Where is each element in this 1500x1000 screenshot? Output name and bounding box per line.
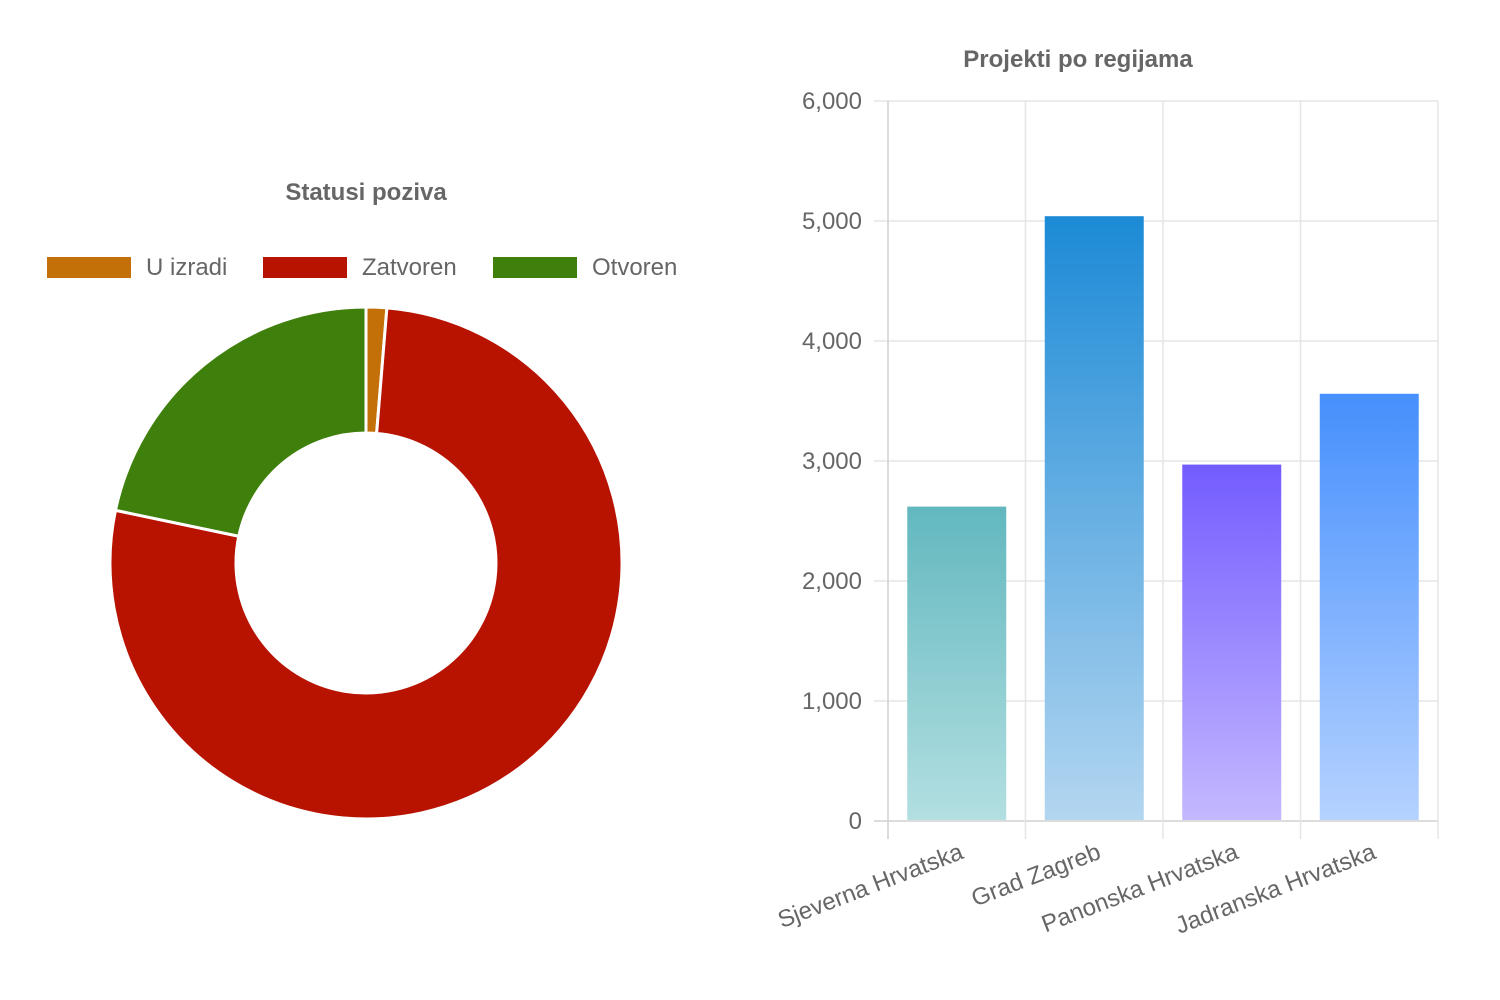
legend-label-otvoren[interactable]: Otvoren [592,254,677,281]
y-tick-label: 0 [849,808,862,835]
legend-swatch-u-izradi[interactable] [47,257,131,278]
y-tick-label: 6,000 [802,88,862,115]
y-tick-label: 3,000 [802,448,862,475]
y-axis-ticks: 0 1,000 2,000 3,000 4,000 5,000 6,000 [802,88,862,835]
legend-label-zatvoren[interactable]: Zatvoren [362,254,457,281]
bar-title: Projekti po regijama [963,46,1193,73]
x-tick-label-sjeverna-hrvatska: Sjeverna Hrvatska [774,838,967,934]
legend-swatch-otvoren[interactable] [493,257,577,278]
y-tick-label: 4,000 [802,328,862,355]
doughnut-title: Statusi poziva [285,179,447,206]
doughnut-slices [108,305,624,821]
bar-jadranska-hrvatska[interactable] [1319,393,1419,820]
y-tick-label: 2,000 [802,568,862,595]
doughnut-slice-otvoren[interactable] [113,305,368,539]
doughnut-chart: Statusi poziva U izradi Zatvoren Otvoren [47,179,677,821]
bar-grad-zagreb[interactable] [1044,216,1144,820]
doughnut-slice-zatvoren[interactable] [108,306,624,821]
y-tick-label: 1,000 [802,688,862,715]
doughnut-legend: U izradi Zatvoren Otvoren [47,254,677,281]
bar-sjeverna-hrvatska[interactable] [907,506,1007,820]
legend-label-u-izradi[interactable]: U izradi [146,254,227,281]
bar-panonska-hrvatska[interactable] [1182,464,1282,820]
bar-series [907,216,1419,820]
bar-chart: Projekti po regijama 0 1,000 2,000 3,000 4,0… [774,46,1439,940]
legend-swatch-zatvoren[interactable] [263,257,347,278]
y-tick-label: 5,000 [802,208,862,235]
